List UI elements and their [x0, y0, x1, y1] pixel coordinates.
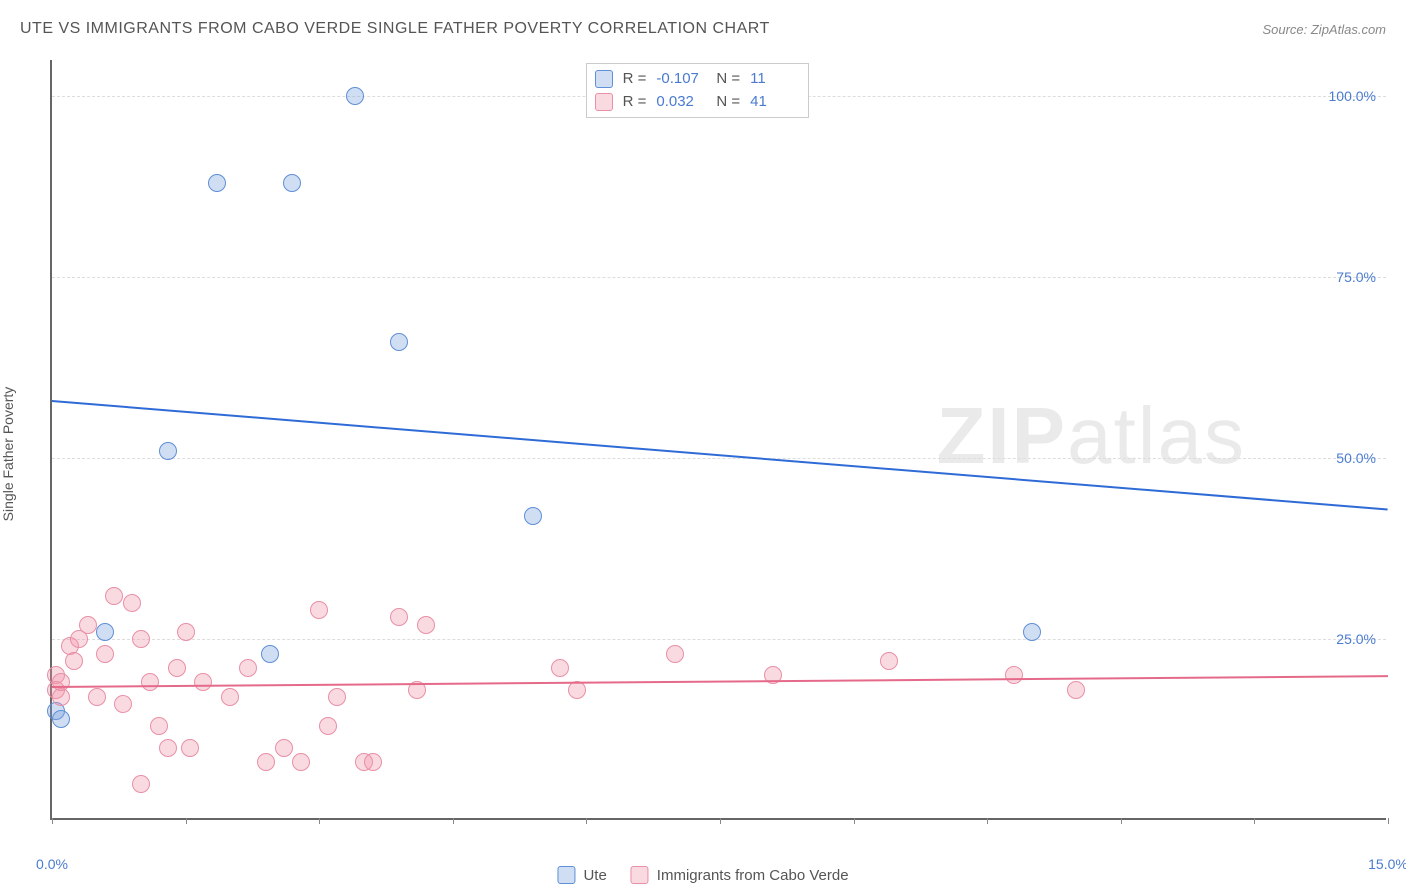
x-tick: [987, 818, 988, 824]
data-point-cabo: [292, 753, 310, 771]
data-point-cabo: [310, 601, 328, 619]
stats-row-ute: R = -0.107 N = 11: [595, 68, 801, 91]
stat-r-value: -0.107: [656, 68, 706, 91]
legend-label-cabo: Immigrants from Cabo Verde: [657, 867, 849, 884]
data-point-cabo: [114, 695, 132, 713]
data-point-cabo: [257, 753, 275, 771]
legend-swatch-cabo: [631, 866, 649, 884]
x-tick: [186, 818, 187, 824]
data-point-cabo: [168, 659, 186, 677]
x-tick-label: 15.0%: [1368, 856, 1406, 872]
legend-label-ute: Ute: [583, 867, 606, 884]
data-point-ute: [96, 623, 114, 641]
data-point-cabo: [52, 673, 70, 691]
watermark: ZIPatlas: [937, 390, 1246, 482]
gridline: [52, 458, 1386, 459]
data-point-cabo: [96, 645, 114, 663]
x-tick: [1388, 818, 1389, 824]
data-point-cabo: [88, 688, 106, 706]
y-tick-label: 75.0%: [1336, 269, 1376, 285]
data-point-cabo: [319, 717, 337, 735]
stats-box: R = -0.107 N = 11 R = 0.032 N = 41: [586, 63, 810, 118]
data-point-cabo: [221, 688, 239, 706]
stat-r-value: 0.032: [656, 91, 706, 114]
stat-n-label: N =: [716, 68, 740, 91]
stats-row-cabo: R = 0.032 N = 41: [595, 91, 801, 114]
data-point-ute: [283, 174, 301, 192]
data-point-ute: [52, 710, 70, 728]
plot-area: ZIPatlas 25.0%50.0%75.0%100.0%0.0%15.0%R…: [50, 60, 1386, 820]
y-tick-label: 50.0%: [1336, 450, 1376, 466]
data-point-ute: [346, 87, 364, 105]
data-point-cabo: [150, 717, 168, 735]
gridline: [52, 639, 1386, 640]
legend-item-cabo: Immigrants from Cabo Verde: [631, 866, 849, 884]
data-point-ute: [159, 442, 177, 460]
data-point-cabo: [141, 673, 159, 691]
chart-title: UTE VS IMMIGRANTS FROM CABO VERDE SINGLE…: [20, 20, 770, 38]
y-tick-label: 25.0%: [1336, 631, 1376, 647]
swatch-ute: [595, 70, 613, 88]
x-tick: [453, 818, 454, 824]
data-point-cabo: [1067, 681, 1085, 699]
data-point-ute: [1023, 623, 1041, 641]
data-point-cabo: [551, 659, 569, 677]
stat-r-label: R =: [623, 91, 647, 114]
legend-item-ute: Ute: [557, 866, 606, 884]
data-point-cabo: [159, 739, 177, 757]
x-tick: [1121, 818, 1122, 824]
x-tick: [52, 818, 53, 824]
data-point-cabo: [79, 616, 97, 634]
stat-r-label: R =: [623, 68, 647, 91]
stat-n-value: 11: [750, 68, 800, 91]
data-point-cabo: [328, 688, 346, 706]
gridline: [52, 277, 1386, 278]
data-point-cabo: [132, 775, 150, 793]
data-point-cabo: [364, 753, 382, 771]
data-point-cabo: [65, 652, 83, 670]
data-point-cabo: [390, 608, 408, 626]
data-point-ute: [261, 645, 279, 663]
y-tick-label: 100.0%: [1329, 88, 1376, 104]
stat-n-value: 41: [750, 91, 800, 114]
y-axis-label: Single Father Poverty: [0, 387, 16, 522]
x-tick: [854, 818, 855, 824]
legend-swatch-ute: [557, 866, 575, 884]
data-point-ute: [390, 333, 408, 351]
x-tick: [720, 818, 721, 824]
data-point-cabo: [194, 673, 212, 691]
data-point-cabo: [132, 630, 150, 648]
source-label: Source: ZipAtlas.com: [1262, 22, 1386, 37]
trend-line-cabo: [52, 675, 1388, 688]
data-point-cabo: [177, 623, 195, 641]
data-point-cabo: [123, 594, 141, 612]
swatch-cabo: [595, 93, 613, 111]
data-point-cabo: [239, 659, 257, 677]
data-point-cabo: [105, 587, 123, 605]
x-tick: [319, 818, 320, 824]
x-tick: [586, 818, 587, 824]
x-tick: [1254, 818, 1255, 824]
data-point-cabo: [181, 739, 199, 757]
data-point-cabo: [666, 645, 684, 663]
stat-n-label: N =: [716, 91, 740, 114]
data-point-cabo: [880, 652, 898, 670]
data-point-cabo: [1005, 666, 1023, 684]
data-point-cabo: [275, 739, 293, 757]
data-point-ute: [208, 174, 226, 192]
x-tick-label: 0.0%: [36, 856, 68, 872]
data-point-ute: [524, 507, 542, 525]
data-point-cabo: [417, 616, 435, 634]
trend-line-ute: [52, 400, 1388, 511]
bottom-legend: Ute Immigrants from Cabo Verde: [557, 866, 848, 884]
